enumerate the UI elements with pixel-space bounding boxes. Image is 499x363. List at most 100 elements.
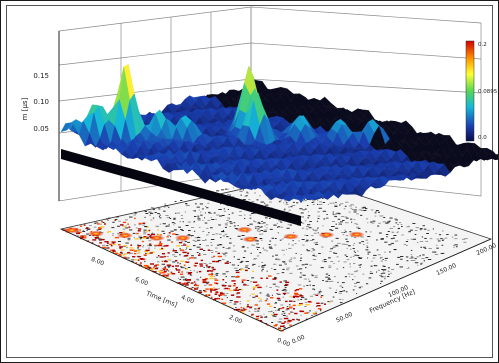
floor-speckle [347, 245, 351, 247]
floor-speckle [224, 233, 228, 235]
floor-speckle [262, 233, 264, 235]
floor-speckle [355, 223, 359, 225]
floor-hot-cell [287, 320, 291, 323]
floor-hot-cell [313, 313, 317, 315]
floor-speckle [164, 203, 167, 205]
floor-speckle [330, 261, 334, 262]
floor-speckle [288, 261, 292, 263]
floor-speckle [260, 265, 263, 267]
floor-speckle [211, 256, 214, 258]
floor-speckle [225, 285, 228, 286]
floor-speckle [189, 274, 193, 276]
floor-speckle [123, 253, 126, 255]
floor-speckle [317, 232, 319, 234]
floor-speckle [208, 266, 211, 268]
floor-speckle [356, 281, 360, 283]
floor-speckle [358, 287, 361, 289]
floor-speckle [278, 264, 282, 266]
floor-hot-cell [234, 301, 239, 303]
floor-speckle [224, 252, 228, 254]
floor-speckle [280, 304, 284, 306]
floor-speckle [152, 209, 155, 211]
floor-speckle [336, 268, 339, 270]
floor-speckle [313, 293, 316, 295]
floor-hot-cell [143, 254, 147, 256]
floor-hot-cell [163, 260, 168, 263]
floor-hot-cell [176, 245, 180, 247]
floor-speckle [352, 255, 355, 257]
floor-hot-cell [269, 305, 273, 307]
floor-hot-cell [215, 260, 220, 263]
floor-hot-cell [249, 306, 252, 309]
floor-speckle [308, 280, 311, 282]
floor-speckle [312, 259, 317, 260]
floor-speckle [259, 315, 262, 317]
floor-hot-cell [209, 277, 214, 280]
floor-speckle [112, 233, 114, 235]
floor-speckle [409, 229, 413, 231]
floor-speckle [354, 254, 357, 256]
floor-speckle [345, 238, 348, 240]
floor-hot-cell [307, 301, 311, 303]
floor-hot-cell [123, 226, 126, 228]
floor-speckle [357, 228, 361, 229]
floor-hot-cell [134, 238, 139, 240]
floor-hot-cell [144, 250, 148, 253]
floor-speckle [251, 213, 254, 214]
floor-speckle [241, 235, 245, 236]
floor-hot-cell [83, 224, 86, 226]
floor-speckle [408, 225, 410, 227]
floor-speckle [240, 238, 243, 240]
floor-speckle [159, 217, 162, 219]
floor-hot-cell [213, 255, 216, 258]
floor-speckle [435, 233, 437, 234]
floor-speckle [392, 237, 395, 239]
floor-speckle [142, 246, 144, 248]
floor-speckle [293, 232, 295, 233]
floor-speckle [290, 258, 293, 260]
floor-speckle [440, 238, 443, 240]
floor-speckle [341, 232, 344, 233]
floor-speckle [423, 246, 426, 248]
floor-speckle [269, 228, 273, 230]
grid-line [58, 42, 252, 66]
floor-speckle [146, 238, 149, 239]
floor-speckle [335, 213, 339, 214]
floor-hot-cell [167, 273, 170, 275]
floor-speckle [354, 283, 358, 284]
floor-speckle [406, 268, 408, 269]
floor-speckle [322, 210, 327, 212]
floor-hot-cell [270, 297, 274, 299]
floor-speckle [208, 211, 211, 213]
floor-speckle [322, 202, 325, 203]
floor-speckle [185, 203, 188, 204]
floor-speckle [112, 221, 115, 223]
floor-speckle [174, 229, 177, 231]
floor-speckle [158, 256, 161, 258]
floor-hot-cell [260, 316, 263, 318]
floor-speckle [275, 254, 278, 256]
floor-speckle [268, 275, 270, 277]
floor-speckle [98, 239, 102, 241]
floor-speckle [453, 246, 455, 248]
floor-speckle [379, 275, 382, 276]
floor-speckle [225, 271, 228, 273]
floor-speckle [282, 325, 285, 326]
floor-speckle [185, 203, 188, 205]
floor-speckle [284, 285, 288, 286]
floor-speckle [169, 259, 172, 261]
floor-speckle [385, 222, 389, 224]
floor-speckle [369, 272, 374, 274]
floor-speckle [225, 276, 227, 278]
floor-hot-cell [295, 289, 299, 291]
floor-speckle [326, 214, 328, 215]
floor-speckle [210, 217, 212, 219]
floor-hot-cell [110, 245, 113, 247]
floor-speckle [168, 223, 170, 225]
floor-hot-cell [272, 278, 277, 280]
floor-hot-cell [109, 243, 113, 246]
floor-speckle [98, 238, 102, 240]
floor-speckle [381, 276, 384, 278]
floor-speckle [179, 263, 181, 265]
floor-speckle [167, 265, 171, 267]
